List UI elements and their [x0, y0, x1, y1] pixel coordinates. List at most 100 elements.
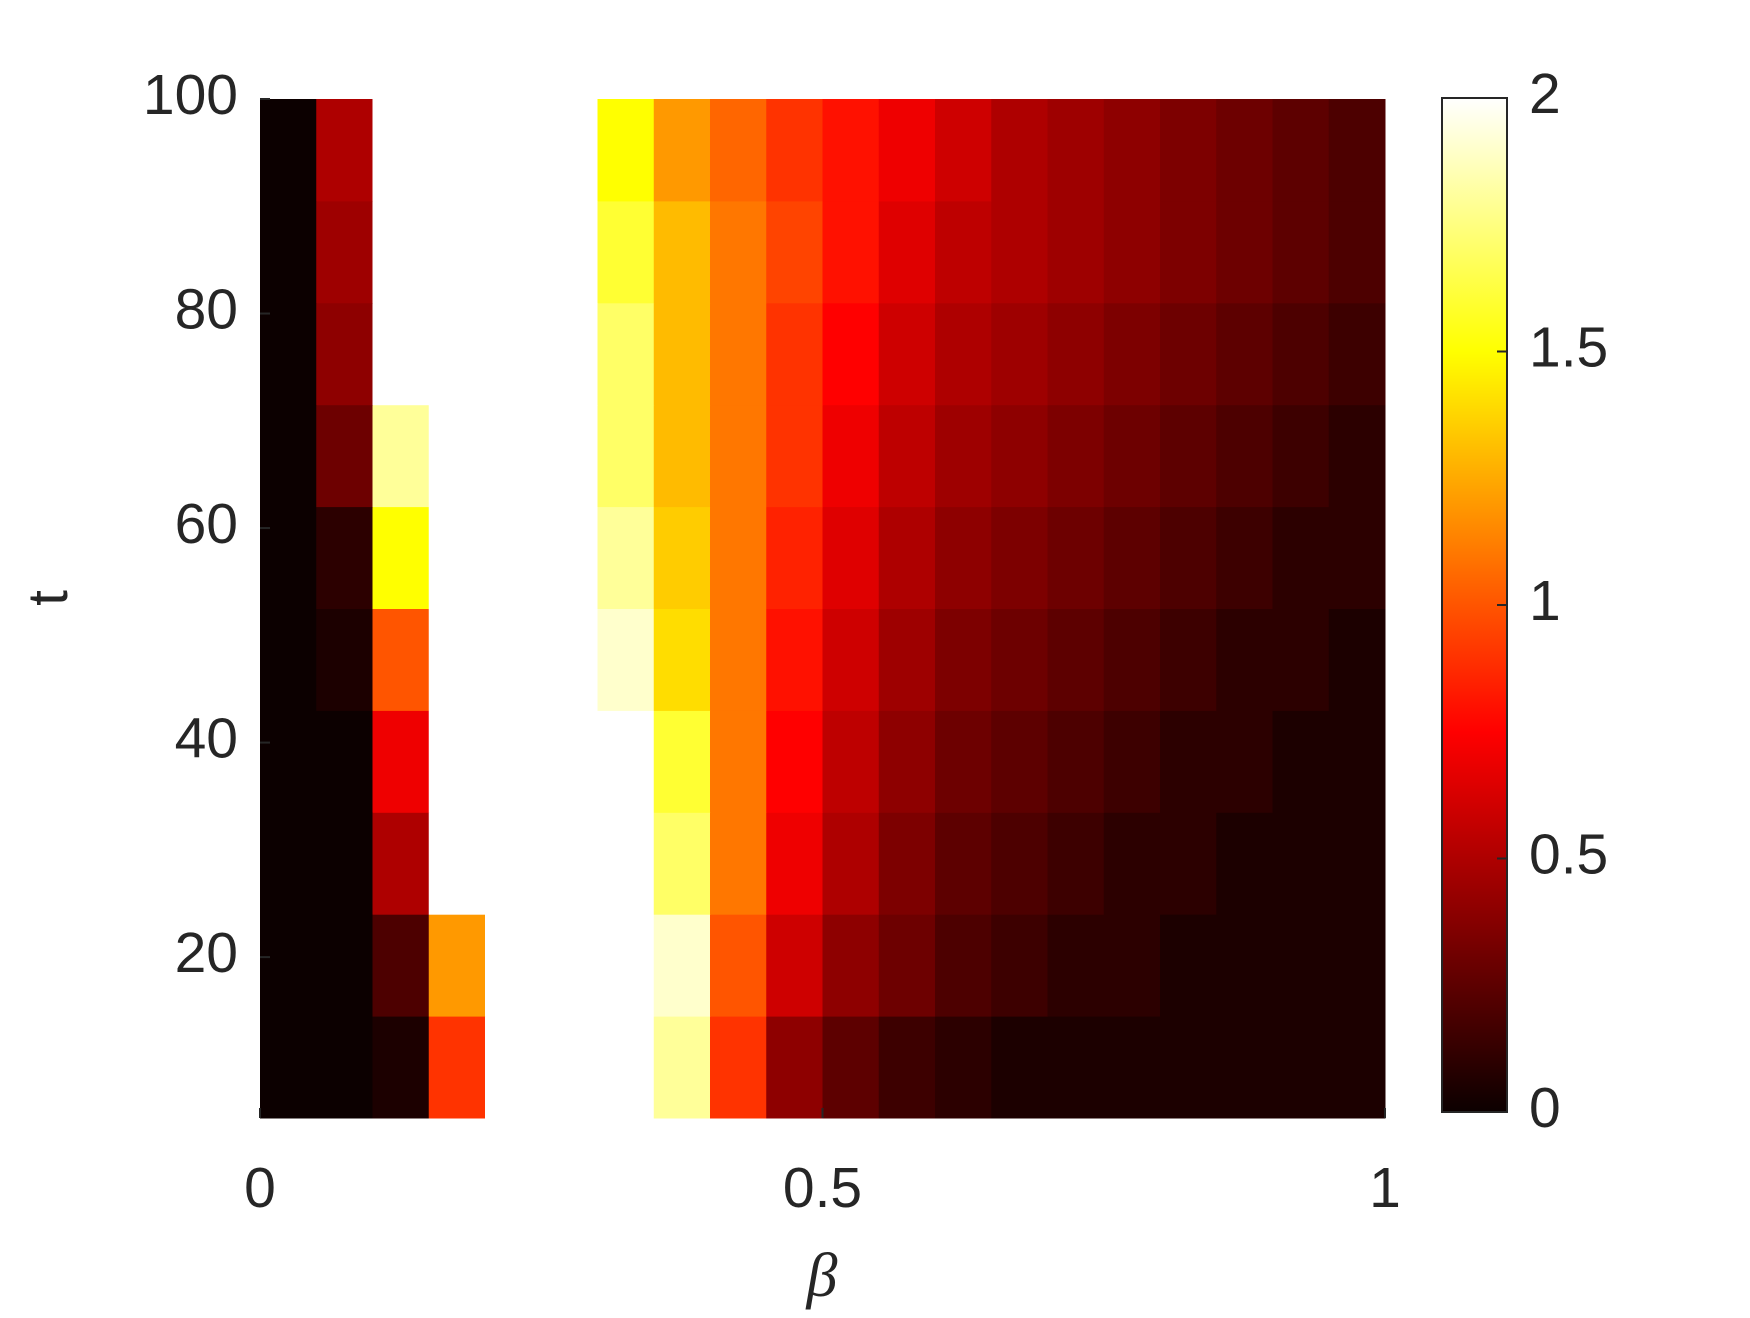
colorbar — [1441, 97, 1508, 1113]
heatmap-cell — [541, 506, 598, 609]
heatmap-cell — [541, 710, 598, 813]
heatmap-cell — [597, 99, 655, 202]
heatmap-cell — [1160, 200, 1217, 304]
heatmap-cell — [766, 302, 823, 406]
heatmap-cell — [710, 914, 767, 1017]
heatmap-cell — [710, 200, 767, 304]
heatmap-cell — [428, 506, 486, 609]
heatmap-cell — [1160, 710, 1217, 813]
heatmap-cell — [1160, 914, 1217, 1017]
heatmap-cell — [878, 914, 936, 1017]
x-tick-label: 0.5 — [783, 1156, 862, 1220]
heatmap-cell — [878, 506, 936, 609]
heatmap-cell — [485, 710, 542, 813]
heatmap-cell — [991, 302, 1048, 406]
heatmap-cell — [597, 914, 655, 1017]
heatmap-cell — [766, 200, 823, 304]
heatmap-cell — [1272, 608, 1330, 711]
heatmap-cell — [1216, 812, 1273, 915]
heatmap-cell — [1103, 608, 1161, 711]
heatmap-cell — [485, 404, 542, 508]
heatmap-cell — [1328, 710, 1386, 813]
heatmap-cell — [1216, 99, 1273, 202]
heatmap-cell — [653, 710, 711, 813]
heatmap-cell — [1103, 1016, 1161, 1119]
heatmap-cell — [935, 1016, 992, 1119]
heatmap-cell — [372, 200, 430, 304]
heatmap-cell — [541, 404, 598, 508]
heatmap-cell — [878, 608, 936, 711]
heatmap-cell — [1160, 99, 1217, 202]
x-tick-label: 1 — [1369, 1156, 1401, 1220]
heatmap-cell — [710, 710, 767, 813]
heatmap-cell — [766, 99, 823, 202]
heatmap-cell — [1160, 302, 1217, 406]
heatmap-cell — [1103, 812, 1161, 915]
heatmap-cell — [316, 506, 373, 609]
y-axis-label: t — [16, 590, 80, 606]
heatmap-cell — [1328, 608, 1386, 711]
heatmap-cell — [935, 404, 992, 508]
heatmap-cell — [485, 914, 542, 1017]
heatmap-cell — [485, 608, 542, 711]
heatmap-cell — [1328, 404, 1386, 508]
heatmap-cell — [428, 608, 486, 711]
colorbar-tick-label: 0.5 — [1529, 823, 1608, 887]
heatmap-cell — [1047, 608, 1105, 711]
heatmap-cell — [822, 914, 880, 1017]
heatmap-cell — [260, 914, 317, 1017]
heatmap-cell — [766, 914, 823, 1017]
heatmap-cell — [991, 812, 1048, 915]
heatmap-cell — [541, 302, 598, 406]
heatmap-cell — [260, 302, 317, 406]
heatmap-cell — [878, 200, 936, 304]
heatmap-cell — [766, 506, 823, 609]
heatmap-cell — [935, 200, 992, 304]
heatmap-cell — [710, 1016, 767, 1119]
heatmap-cell — [822, 608, 880, 711]
heatmap-cell — [1103, 99, 1161, 202]
heatmap-cell — [1047, 914, 1105, 1017]
heatmap-cell — [1047, 404, 1105, 508]
x-axis-label: β — [806, 1242, 838, 1310]
heatmap-cell — [1103, 302, 1161, 406]
heatmap-cell — [710, 506, 767, 609]
y-tick-label: 100 — [143, 63, 238, 127]
heatmap-cell — [597, 608, 655, 711]
heatmap-cell — [428, 914, 486, 1017]
heatmap-cell — [260, 99, 317, 202]
heatmap-cell — [316, 914, 373, 1017]
heatmap-cell — [1216, 200, 1273, 304]
heatmap-cell — [1047, 200, 1105, 304]
heatmap-cell — [766, 710, 823, 813]
heatmap-cell — [1272, 812, 1330, 915]
heatmap-cell — [597, 200, 655, 304]
colorbar-tick-label: 1 — [1529, 569, 1561, 633]
heatmap-cell — [991, 99, 1048, 202]
heatmap-cell — [428, 404, 486, 508]
heatmap-cell — [1328, 812, 1386, 915]
heatmap-cell — [1328, 302, 1386, 406]
heatmap-cell — [822, 506, 880, 609]
heatmap-cell — [991, 200, 1048, 304]
heatmap-cell — [1047, 1016, 1105, 1119]
heatmap-cell — [428, 710, 486, 813]
heatmap-cell — [1047, 710, 1105, 813]
heatmap-cell — [372, 404, 430, 508]
heatmap-cell — [1272, 200, 1330, 304]
heatmap-cell — [1047, 506, 1105, 609]
heatmap-cell — [710, 302, 767, 406]
heatmap-cell — [653, 404, 711, 508]
heatmap-cell — [878, 99, 936, 202]
y-tick-label: 60 — [175, 492, 238, 556]
heatmap-cell — [935, 710, 992, 813]
heatmap-cell — [653, 302, 711, 406]
heatmap-cell — [766, 608, 823, 711]
heatmap-cell — [428, 812, 486, 915]
heatmap-cell — [1216, 506, 1273, 609]
heatmap-cell — [710, 812, 767, 915]
heatmap-cell — [1160, 1016, 1217, 1119]
heatmap-cell — [428, 1016, 486, 1119]
heatmap-cell — [935, 812, 992, 915]
